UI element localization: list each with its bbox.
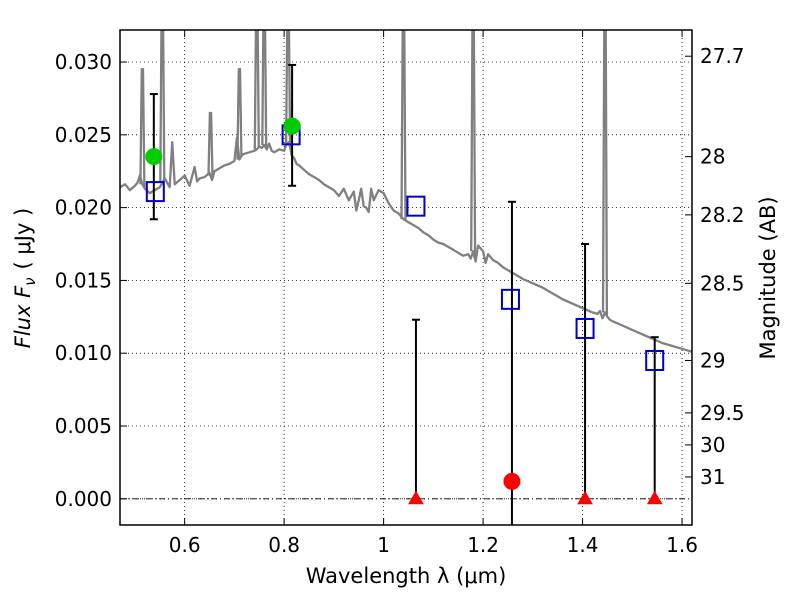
grid-lines [120,30,692,525]
x-tick-label: 1.6 [666,533,698,557]
upper-limit-triangle [408,490,424,505]
x-tick-label: 1.2 [467,533,499,557]
right-tick-label: 28.5 [700,271,745,295]
model-spectrum-line [120,136,692,353]
right-tick-label: 30 [700,433,725,457]
y-tick-label: 0.030 [55,50,112,74]
right-axis-title: Magnitude (AB) [756,196,780,359]
emission-line [261,30,268,149]
right-tick-label: 28 [700,145,725,169]
emission-line [139,68,146,188]
model-photometry-square [406,195,426,217]
model-photometry-square [645,349,665,371]
x-axis-title: Wavelength λ (μm) [306,564,507,588]
y-tick-label: 0.025 [55,123,112,147]
right-tick-label: 27.7 [700,44,745,68]
model-photometry-square [145,181,165,203]
emission-line [284,30,292,148]
x-tick-label: 1.4 [567,533,599,557]
upper-limit-triangle [646,490,663,505]
plot-area [120,30,692,525]
right-tick-label: 29 [700,348,725,372]
emission-line [470,30,477,260]
right-tick-label: 28.2 [700,203,745,227]
emission-line [236,68,243,160]
y-axis-title: Flux Fν ( μJy ) [11,208,39,349]
y-axis-title-main: Flux F [11,285,35,348]
right-tick-label: 29.5 [700,401,745,425]
emission-line [159,30,166,183]
emission-line [207,111,214,179]
axes: 0.6 0.8 1 1.2 1.4 1.6 0.000 0.005 0.010 0.015 0.02… [55,30,745,557]
y-axis-title-units: ( μJy ) [11,208,35,270]
x-tick-label: 1 [377,533,390,557]
x-tick-label: 0.6 [169,533,201,557]
y-tick-label: 0.005 [55,414,112,438]
plot-frame [119,29,693,526]
plot-content [120,30,692,353]
model-photometry-square [500,288,520,310]
y-axis-title-subscript: ν [21,277,39,285]
y-tick-label: 0.000 [55,487,112,511]
emission-line [601,30,609,316]
y-tick-label: 0.020 [55,196,112,220]
y-tick-label: 0.010 [55,341,112,365]
data-markers [145,63,665,525]
model-photometry-square [575,317,595,339]
nondetection-point [503,472,521,490]
detection-point [283,117,301,135]
detection-point [145,148,163,166]
y-tick-label: 0.015 [55,268,112,292]
x-tick-label: 0.8 [268,533,300,557]
emission-line [400,30,407,221]
emission-line [253,30,260,150]
right-tick-label: 31 [700,465,725,489]
upper-limit-triangle [577,490,593,505]
